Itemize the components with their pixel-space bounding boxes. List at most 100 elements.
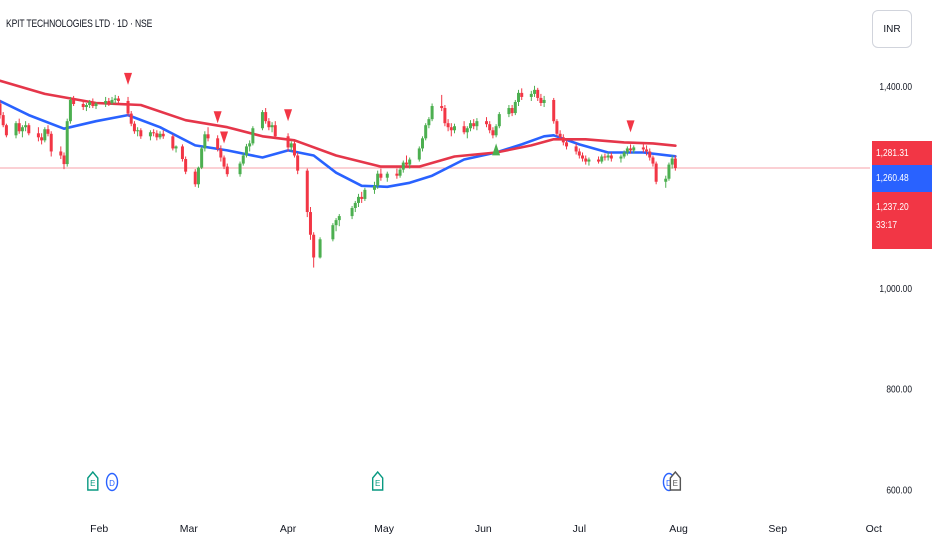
time-axis-label: Feb [90,523,108,535]
candle [449,127,453,131]
candle [440,106,444,109]
candle [625,148,629,153]
dividend-marker[interactable] [105,472,119,492]
candle [334,220,338,226]
candle [225,166,229,175]
time-axis-label: Jul [573,523,586,535]
candle [491,130,495,136]
candle [654,163,658,182]
candle [404,162,408,165]
candle [126,100,130,114]
candle [337,216,341,221]
candle [241,155,245,164]
candle [603,156,607,158]
candle [587,159,591,162]
candle [488,124,492,131]
last-price-tag: 1,237.20 33:17 [872,192,932,249]
candle [158,133,162,138]
candle [273,125,277,137]
candle [305,170,309,213]
candle [558,133,562,138]
candle [469,123,473,129]
bar-countdown-label: 33:17 [876,219,898,231]
ma-slow-price-tag: 1,281.31 [872,141,932,165]
candle [136,130,140,132]
candle [430,106,434,120]
candle [251,128,255,144]
time-axis-label: Jun [475,523,492,535]
candle [475,121,479,127]
buy-signal-arrow [492,143,501,156]
candle [94,103,98,107]
candle [353,202,357,208]
candle [517,92,521,102]
candle [629,148,633,151]
candle [372,185,376,190]
candle [507,108,511,115]
candle [395,173,399,176]
candle [155,133,159,138]
candle [20,127,24,132]
event-marker-letter: E [673,479,678,488]
candle [107,100,111,103]
earnings-marker[interactable] [669,470,682,491]
sell-signal-arrow [220,131,229,144]
candle [664,178,668,182]
price-axis-label: 1,000.00 [879,283,912,295]
candle [264,112,268,122]
candle [577,151,581,156]
candle [446,123,450,128]
candle [59,151,63,156]
candle [104,100,108,104]
sell-signal-arrow [284,109,293,122]
candle [360,196,364,199]
candle [529,93,533,97]
candle [148,132,152,137]
candle [36,133,40,138]
candle [116,98,120,101]
time-axis[interactable]: Feb Mar Apr May Jun Jul Aug Sep Oct [90,523,882,535]
candle [597,159,601,162]
time-axis-label: Oct [866,523,882,535]
candle [555,121,559,134]
price-axis-label: 1,400.00 [879,81,912,93]
candle [632,147,636,151]
candle [581,155,585,159]
candle [40,137,44,141]
candle [513,101,517,114]
candle [472,123,476,127]
symbol-title[interactable]: KPIT TECHNOLOGIES LTD · 1D · NSE [6,18,153,30]
candle [81,104,85,108]
candle [270,125,274,128]
candle [401,162,405,170]
candle [379,173,383,178]
candle [171,136,175,149]
candle [46,129,50,134]
candle [622,152,626,157]
time-axis-label: Apr [280,523,297,535]
ma-fast-price-label: 1,260.48 [876,172,909,184]
candle [91,101,95,107]
candle [420,138,424,149]
candle [427,119,431,126]
candle [193,171,197,185]
earnings-marker[interactable] [87,470,99,491]
candle [184,159,188,172]
candle [27,125,31,134]
candle [308,212,312,235]
candle [574,146,578,152]
candle [565,142,569,147]
event-marker-letter: D [109,479,115,488]
candle [292,143,296,156]
time-axis-label: May [374,523,395,535]
candle [238,163,242,175]
candle [62,155,66,165]
currency-button[interactable]: INR [872,10,912,48]
candle [206,134,210,139]
candle [110,99,114,103]
candle [561,137,565,143]
candle [132,123,136,132]
earnings-marker[interactable] [371,470,384,491]
